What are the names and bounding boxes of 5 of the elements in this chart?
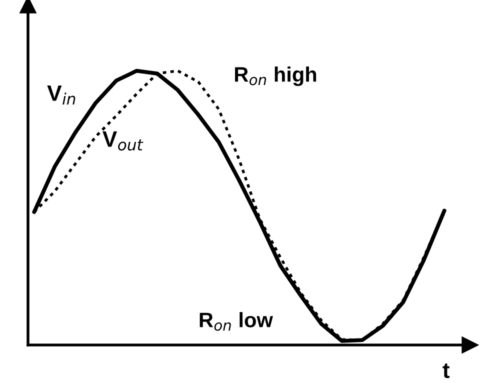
annotation: R$_{on}$ low (200, 312, 273, 331)
series-label: V$_{in}$ (47, 86, 76, 104)
x-axis-title: t (442, 363, 450, 378)
series-label: V$_{out}$ (102, 131, 144, 151)
annotation: R$_{on}$ high (235, 66, 316, 86)
